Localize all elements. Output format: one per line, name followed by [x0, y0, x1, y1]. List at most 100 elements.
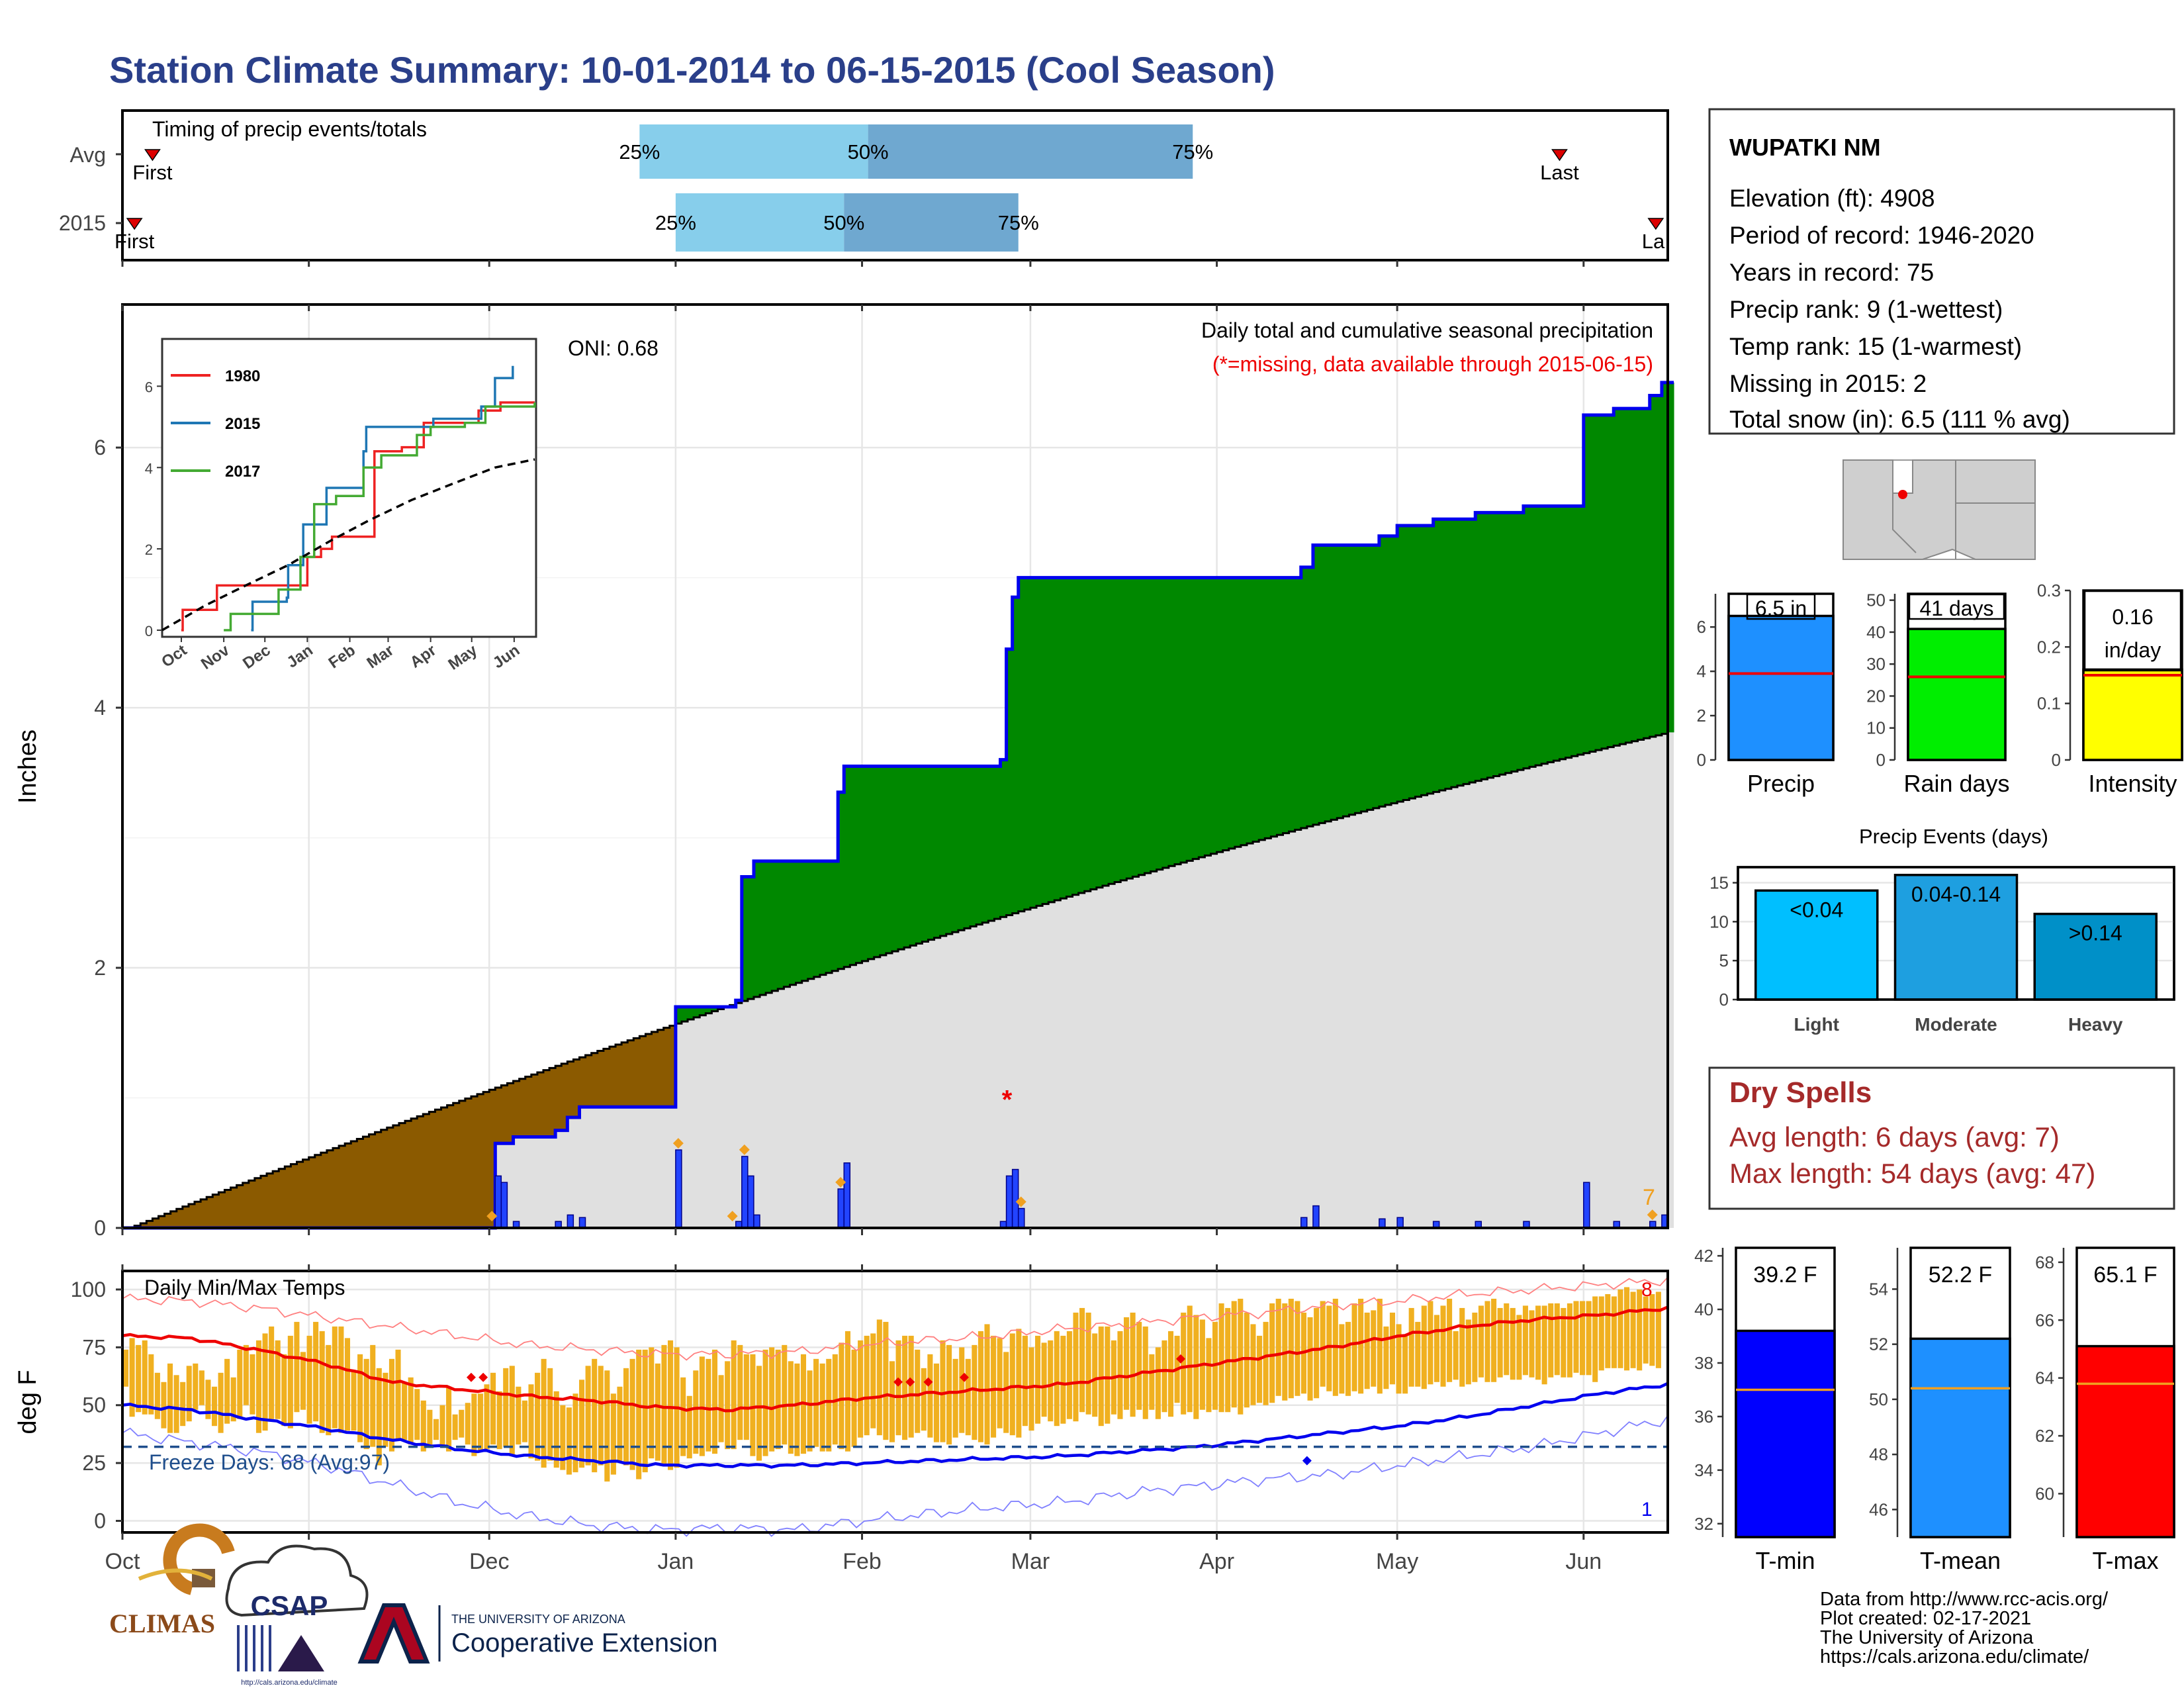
daily-temp-bar: [1548, 1303, 1554, 1378]
daily-temp-bar: [148, 1354, 154, 1415]
daily-temp-bar: [1136, 1321, 1142, 1410]
station-info-line: Elevation (ft): 4908: [1729, 185, 1935, 212]
daily-temp-bar: [522, 1400, 527, 1442]
daily-temp-bar: [1155, 1347, 1161, 1419]
ua-logo: THE UNIVERSITY OF ARIZONA Cooperative Ex…: [357, 1603, 717, 1664]
daily-temp-bar: [1554, 1303, 1560, 1376]
daily-temp-bar: [471, 1393, 477, 1456]
normal-precip-line: [122, 732, 1669, 1229]
inset-series-2017: [224, 402, 536, 632]
events-bar-label: <0.04: [1790, 898, 1843, 921]
snow-marker: [835, 1177, 846, 1188]
daily-temp-bar: [465, 1403, 471, 1445]
daily-temp-bar: [388, 1358, 394, 1452]
stat-ytick-label: 32: [1694, 1514, 1713, 1534]
climas-emblem-swoosh: [138, 1568, 213, 1581]
last-event-marker: [1647, 218, 1664, 230]
normal-precip-area: [122, 732, 1674, 1228]
month-label: Apr: [1199, 1549, 1234, 1574]
daily-temp-bar: [965, 1358, 971, 1436]
temp-panel-title: Daily Min/Max Temps: [144, 1276, 345, 1299]
stat-ytick-label: 0: [2052, 750, 2061, 770]
events-bar: [1893, 874, 2019, 1001]
oni-label: ONI: 0.68: [568, 336, 659, 360]
daily-temp-bar: [1054, 1331, 1060, 1427]
freeze-days-label: Freeze Days: 68 (Avg:97): [149, 1450, 390, 1474]
footer-line: Data from http://www.rcc-acis.org/: [1820, 1589, 2109, 1610]
daily-temp-bar: [173, 1375, 179, 1433]
record-high-marker: [893, 1377, 903, 1387]
daily-temp-bar: [224, 1358, 230, 1424]
stat-bar: [1735, 1329, 1836, 1538]
daily-temp-bar: [1491, 1298, 1497, 1382]
daily-temp-bar: [636, 1349, 642, 1479]
daily-temp-bar: [737, 1344, 743, 1440]
locator-map: [1843, 459, 2036, 560]
first-event-label: First: [114, 230, 155, 253]
station-info-box: WUPATKI NM Elevation (ft): 4908 Period o…: [1708, 108, 2175, 435]
stat-ytick-label: 36: [1694, 1407, 1713, 1427]
events-bar: [1754, 889, 1879, 1001]
csap-url: http://cals.arizona.edu/climate: [241, 1679, 338, 1687]
daily-temp-bar: [1377, 1298, 1383, 1394]
events-category-label: Heavy: [2068, 1014, 2123, 1035]
daily-temp-bar: [915, 1349, 921, 1433]
stat-ytick-label: 2: [1697, 706, 1706, 726]
daily-temp-bar: [693, 1370, 699, 1454]
daily-temp-bar: [1218, 1303, 1224, 1413]
daily-temp-bar: [1149, 1354, 1155, 1410]
daily-temp-bar: [161, 1382, 167, 1429]
normal-min-line: [122, 1382, 1668, 1469]
events-ytick-label: 15: [1709, 873, 1729, 893]
daily-temp-bar: [1288, 1298, 1294, 1399]
daily-temp-bar: [1098, 1326, 1104, 1427]
daily-temp-bar: [1320, 1301, 1326, 1387]
precip-deficit-area: [134, 1005, 737, 1228]
stat-ytick-label: 64: [2035, 1368, 2054, 1388]
daily-temp-bar: [237, 1349, 243, 1419]
csap-rain: [237, 1625, 271, 1671]
daily-temp-bar: [889, 1361, 895, 1442]
daily-temp-bar: [287, 1335, 293, 1429]
events-ytick-label: 0: [1719, 990, 1729, 1009]
daily-temp-bar: [1041, 1342, 1047, 1417]
ua-a-mark: [357, 1603, 430, 1664]
stat-ytick-label: 0: [1876, 750, 1886, 770]
stat-category-label: T-min: [1756, 1547, 1815, 1574]
daily-temp-bar: [211, 1386, 218, 1427]
daily-temp-bar: [1433, 1315, 1439, 1382]
daily-temp-bar: [1295, 1301, 1300, 1396]
daily-temp-bar: [1573, 1301, 1579, 1373]
stat-value-label: 41 days: [1919, 596, 1993, 620]
stat-bar: [1907, 628, 2007, 761]
daily-temp-bar: [959, 1347, 965, 1433]
daily-precip-bar: [567, 1214, 574, 1229]
timing-pct-label: 50%: [848, 140, 889, 164]
record-low-count: 1: [1641, 1499, 1653, 1521]
stat-bar: [1909, 1337, 2011, 1538]
daily-temp-bar: [826, 1358, 832, 1452]
daily-precip-bar: [578, 1217, 586, 1229]
daily-temp-bar: [997, 1338, 1003, 1429]
daily-temp-bar: [1624, 1287, 1630, 1371]
stat-value-label: in/day: [2105, 638, 2161, 662]
daily-temp-bar: [1161, 1340, 1167, 1413]
stat-ytick-label: 40: [1866, 622, 1886, 642]
daily-temp-bar: [750, 1354, 756, 1456]
inset-legend-label: 1980: [225, 367, 260, 385]
daily-temp-bar: [1339, 1324, 1345, 1394]
daily-temp-bar: [1421, 1305, 1427, 1389]
daily-temp-bar: [351, 1370, 357, 1431]
stat-bar: [2075, 1344, 2175, 1538]
csap-cloud: [225, 1544, 369, 1617]
daily-temp-bar: [927, 1354, 933, 1438]
daily-precip-bar: [1005, 1175, 1013, 1229]
station-info-line: Precip rank: 9 (1-wettest): [1729, 296, 2003, 323]
daily-temp-bar: [509, 1366, 515, 1456]
temp-frame: [121, 1270, 1669, 1534]
stat-ytick-label: 20: [1866, 686, 1886, 706]
daily-temp-bar: [1541, 1305, 1547, 1385]
temp-ytick-label: 25: [82, 1451, 106, 1475]
daily-temp-bar: [1447, 1298, 1453, 1382]
daily-temp-bar: [1522, 1305, 1528, 1376]
